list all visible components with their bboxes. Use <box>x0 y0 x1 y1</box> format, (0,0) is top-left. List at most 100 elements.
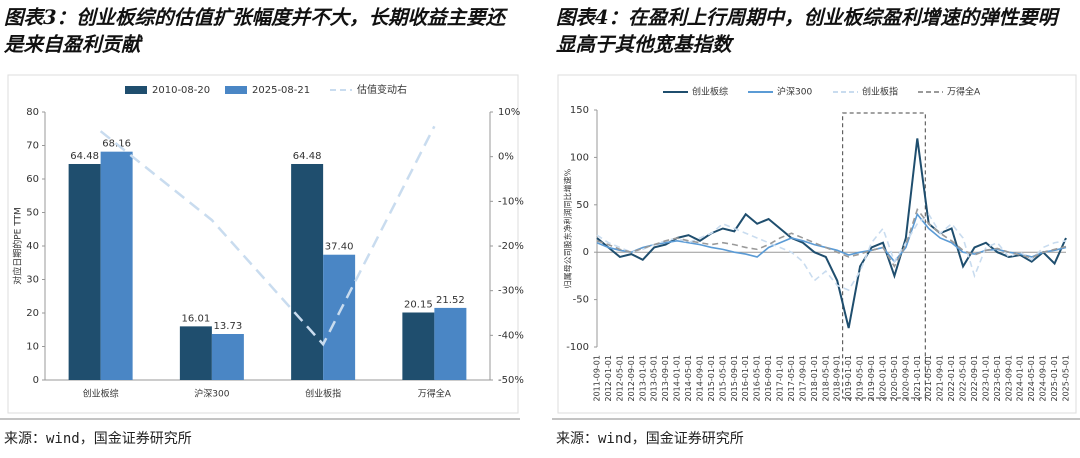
x-tick-label: 2021-05-01 <box>924 355 933 402</box>
x-tick-label: 2019-01-01 <box>844 355 853 402</box>
x-tick-label: 2016-09-01 <box>764 355 773 402</box>
legend-label: 万得全A <box>947 86 981 98</box>
bar <box>100 151 133 380</box>
x-tick-label: 2025-01-01 <box>1050 355 1059 402</box>
legend-label: 估值变动右 <box>357 83 407 96</box>
line <box>596 207 1067 269</box>
y-tick-label: 150 <box>570 105 589 116</box>
x-tick-label: 2023-05-01 <box>993 355 1002 402</box>
x-tick-label: 2022-01-01 <box>947 355 956 402</box>
line <box>596 212 1067 263</box>
bar <box>68 163 101 380</box>
x-tick-label: 2025-05-01 <box>1062 355 1071 402</box>
figure-title: 图表4：在盈利上行周期中，创业板综盈利增速的弹性要明显高于其他宽基指数 <box>556 6 1058 56</box>
x-tick-label: 2024-05-01 <box>1027 355 1036 402</box>
y-tick-label: 100 <box>570 152 589 163</box>
y-tick-label: 30 <box>26 275 39 286</box>
legend-label: 创业板指 <box>862 86 898 98</box>
y2-tick-label: -10% <box>498 196 524 207</box>
x-tick-label: 2014-05-01 <box>684 355 693 402</box>
bar <box>402 312 435 380</box>
x-tick-label: 2019-09-01 <box>867 355 876 402</box>
x-tick-label: 2018-09-01 <box>833 355 842 402</box>
x-tick-label: 2022-09-01 <box>970 355 979 402</box>
value-label: 13.73 <box>214 321 243 332</box>
y-tick-label: 50 <box>576 200 589 211</box>
x-tick-label: 2012-05-01 <box>615 355 624 402</box>
y-tick-label: 80 <box>26 107 39 118</box>
x-tick-label: 2023-09-01 <box>1004 355 1013 402</box>
value-label: 64.48 <box>70 151 99 162</box>
x-tick-label: 2015-05-01 <box>718 355 727 402</box>
bar <box>291 163 324 380</box>
x-tick-label: 创业板综 <box>83 388 119 400</box>
legend-label: 2025-08-21 <box>252 85 310 96</box>
y-tick-label: 20 <box>26 308 39 319</box>
y-tick-label: 10 <box>26 342 39 353</box>
legend-label: 2010-08-20 <box>152 85 210 96</box>
x-tick-label: 2015-09-01 <box>730 355 739 402</box>
y-tick-label: 50 <box>26 208 39 219</box>
y-axis-label: 归属母公司股东净利润同比增速% <box>563 168 573 288</box>
highlight-box <box>842 112 926 399</box>
x-tick-label: 创业板指 <box>305 388 341 400</box>
x-tick-label: 2012-01-01 <box>604 355 613 402</box>
y-tick-label: 0 <box>583 247 589 258</box>
x-tick-label: 2024-09-01 <box>1039 355 1048 402</box>
value-label: 20.15 <box>404 299 433 310</box>
x-tick-label: 万得全A <box>418 388 452 400</box>
y2-tick-label: -30% <box>498 286 524 297</box>
legend-label: 创业板综 <box>692 86 728 98</box>
bar <box>211 334 244 380</box>
legend-swatch <box>125 86 147 94</box>
x-tick-label: 2013-05-01 <box>650 355 659 402</box>
x-tick-label: 2016-01-01 <box>741 355 750 402</box>
source: 来源：wind，国金证券研究所 <box>556 431 744 447</box>
x-tick-label: 2023-01-01 <box>981 355 990 402</box>
chart-frame <box>7 74 519 414</box>
y-tick-label: 70 <box>26 141 39 152</box>
chart-frame <box>557 74 1077 414</box>
x-tick-label: 2020-01-01 <box>878 355 887 402</box>
bar <box>434 307 467 380</box>
y-tick-label: 60 <box>26 174 39 185</box>
source: 来源：wind，国金证券研究所 <box>4 431 192 447</box>
x-tick-label: 2017-09-01 <box>798 355 807 402</box>
x-tick-label: 2012-09-01 <box>627 355 636 402</box>
y2-tick-label: -20% <box>498 241 524 252</box>
legend-swatch <box>225 86 247 94</box>
value-label: 64.48 <box>293 151 322 162</box>
legend-label: 沪深300 <box>777 86 812 98</box>
x-tick-label: 2021-09-01 <box>936 355 945 402</box>
y2-tick-label: -40% <box>498 330 524 341</box>
x-tick-label: 2016-05-01 <box>753 355 762 402</box>
x-tick-label: 2013-01-01 <box>638 355 647 402</box>
x-tick-label: 2014-01-01 <box>673 355 682 402</box>
x-tick-label: 2022-05-01 <box>959 355 968 402</box>
x-tick-label: 2017-05-01 <box>787 355 796 402</box>
x-tick-label: 2014-09-01 <box>695 355 704 402</box>
y-tick-label: 0 <box>33 375 39 386</box>
y-axis-label: 对应日期的PE TTM <box>12 207 24 285</box>
value-label: 37.40 <box>325 242 354 253</box>
x-tick-label: 2013-09-01 <box>661 355 670 402</box>
x-tick-label: 2017-01-01 <box>776 355 785 402</box>
value-label: 21.52 <box>436 295 465 306</box>
x-tick-label: 2015-01-01 <box>707 355 716 402</box>
line <box>99 125 436 347</box>
x-tick-label: 2018-05-01 <box>821 355 830 402</box>
y-tick-label: 40 <box>26 241 39 252</box>
x-tick-label: 2024-01-01 <box>1016 355 1025 402</box>
x-tick-label: 2020-05-01 <box>890 355 899 402</box>
x-tick-label: 2011-09-01 <box>593 355 602 402</box>
y-tick-label: -100 <box>566 342 589 353</box>
bar <box>323 254 356 380</box>
y2-tick-label: 0% <box>498 152 514 163</box>
x-tick-label: 2018-01-01 <box>810 355 819 402</box>
bar <box>179 326 212 380</box>
y2-tick-label: -50% <box>498 375 524 386</box>
figure-title: 图表3：创业板综的估值扩张幅度并不大，长期收益主要还是来自盈利贡献 <box>4 6 506 56</box>
y2-tick-label: 10% <box>498 107 520 118</box>
